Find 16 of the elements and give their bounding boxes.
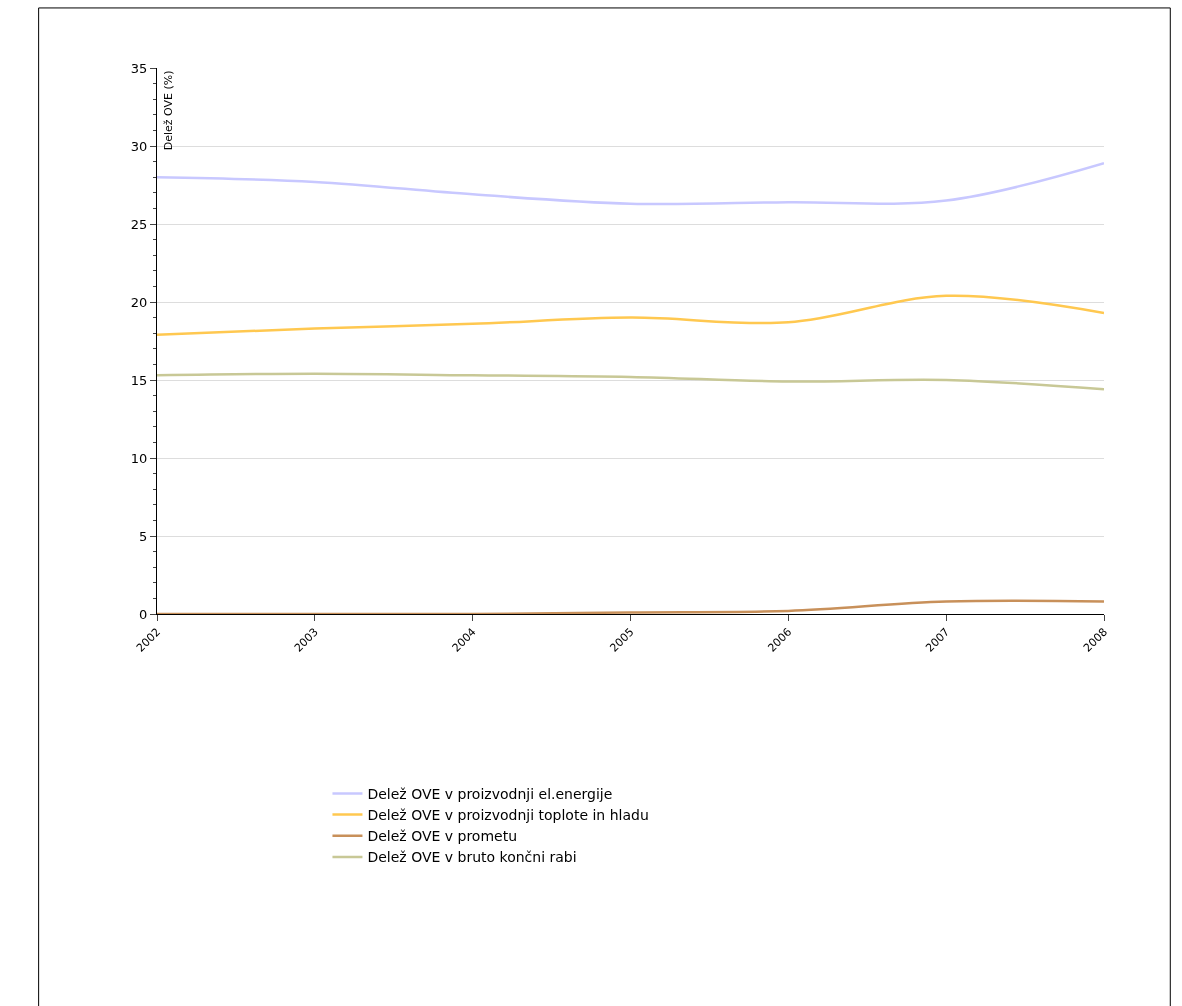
y-tick-label: 25 xyxy=(130,216,148,232)
y-tick-label: 5 xyxy=(139,528,148,544)
y-tick-label: 20 xyxy=(130,294,148,310)
legend-label: Delež OVE v bruto končni rabi xyxy=(367,849,577,866)
y-tick-label: 30 xyxy=(130,138,148,154)
line-series xyxy=(157,161,1104,206)
y-tick-label: 15 xyxy=(130,372,148,388)
y-tick-label: 10 xyxy=(130,450,148,466)
y-tick-label: 0 xyxy=(139,606,148,622)
legend-label: Delež OVE v prometu xyxy=(367,828,518,845)
line-series xyxy=(157,372,1104,391)
y-axis-title: Delež OVE (%) xyxy=(162,70,176,151)
y-tick-label: 35 xyxy=(130,60,148,76)
line-series xyxy=(157,294,1104,337)
legend-label: Delež OVE v proizvodnji toplote in hladu xyxy=(367,807,649,824)
legend-label: Delež OVE v proizvodnji el.energije xyxy=(367,785,613,802)
